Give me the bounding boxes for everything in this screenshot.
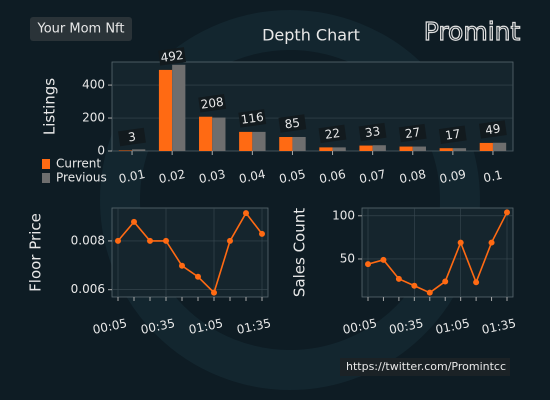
- line: [117, 211, 263, 295]
- data-label-box: [158, 47, 186, 66]
- footer-box: [340, 358, 510, 376]
- bar: [292, 136, 306, 151]
- bar: [212, 117, 226, 151]
- point: [211, 289, 217, 296]
- data-label-box: [478, 120, 507, 139]
- badge-box: [30, 17, 132, 41]
- y-tick-label: 0.008: [71, 233, 105, 247]
- y-tick-label: 400: [82, 78, 105, 92]
- x-tick-label: 0.01: [117, 167, 146, 186]
- legend-swatch: [42, 173, 50, 183]
- bar: [132, 149, 146, 151]
- bar: [372, 145, 386, 151]
- x-tick-label: 0.08: [398, 167, 427, 186]
- bar: [319, 147, 333, 151]
- data-label: 17: [444, 127, 461, 143]
- bar: [479, 142, 493, 151]
- legend-label: Previous: [56, 171, 107, 185]
- data-label-box: [278, 114, 307, 133]
- y-axis-label: Floor Price: [27, 213, 45, 292]
- legend-label: Current: [56, 157, 101, 171]
- x-tick-label: 0.02: [158, 167, 187, 186]
- data-label-box: [438, 125, 467, 144]
- bar: [399, 146, 413, 151]
- point: [411, 282, 418, 289]
- plot-area: [361, 207, 514, 298]
- point: [131, 218, 137, 225]
- point: [115, 237, 121, 244]
- y-axis-label: Listings: [41, 78, 59, 135]
- data-label-box: [358, 122, 387, 142]
- y-tick-label: 50: [340, 251, 355, 265]
- data-label: 27: [404, 125, 421, 141]
- data-label: 3: [127, 130, 137, 145]
- x-tick-label: 0.07: [358, 167, 387, 186]
- badge: Your Mom Nft: [36, 22, 124, 37]
- y-tick-label: 100: [332, 208, 355, 222]
- x-tick-label: 0.05: [278, 167, 307, 186]
- point: [147, 237, 153, 244]
- bar: [239, 131, 253, 151]
- bar: [359, 145, 373, 151]
- y-axis-label: Sales Count: [291, 208, 309, 297]
- logo: Promint: [424, 17, 521, 46]
- plot-area: [111, 207, 269, 298]
- point: [195, 273, 201, 280]
- point: [380, 256, 387, 263]
- bar: [332, 147, 346, 151]
- data-label: 492: [160, 48, 185, 65]
- point: [504, 209, 510, 216]
- data-label: 33: [364, 124, 381, 140]
- bar: [492, 142, 507, 151]
- point: [426, 289, 433, 296]
- bar: [439, 148, 453, 151]
- bar: [252, 131, 266, 151]
- x-tick-label: 0.04: [238, 167, 267, 186]
- x-tick-label: 0.06: [318, 167, 347, 186]
- point: [395, 275, 402, 282]
- data-label-box: [238, 109, 267, 128]
- point: [473, 279, 480, 286]
- data-label: 208: [200, 95, 225, 112]
- chart-title: Depth Chart: [262, 26, 360, 45]
- point: [365, 261, 371, 268]
- data-label-box: [198, 93, 227, 113]
- bar: [279, 136, 293, 151]
- footer-link: https://twitter.com/Promintcc: [346, 360, 506, 373]
- data-label-box: [118, 127, 146, 147]
- y-tick-label: 200: [82, 111, 105, 125]
- data-label-box: [398, 123, 427, 143]
- bar: [452, 148, 467, 151]
- bar: [172, 64, 186, 151]
- data-label: 22: [324, 126, 341, 142]
- line: [367, 211, 508, 294]
- x-tick-label: 0.1: [482, 168, 504, 186]
- data-label-box: [318, 124, 347, 144]
- point: [243, 210, 249, 217]
- data-label: 116: [240, 110, 265, 127]
- x-tick-label: 0.03: [198, 167, 227, 186]
- point: [179, 262, 185, 269]
- bar: [199, 116, 213, 151]
- bar: [412, 146, 426, 151]
- point: [259, 230, 265, 237]
- point: [163, 237, 169, 244]
- y-tick-label: 0.006: [71, 282, 105, 296]
- y-tick-label: 0: [97, 144, 105, 158]
- x-tick-label: 0.09: [438, 167, 467, 186]
- point: [457, 239, 464, 246]
- data-label: 85: [284, 116, 301, 132]
- legend-swatch: [42, 159, 50, 169]
- data-label: 49: [484, 121, 501, 137]
- watermark: [100, 10, 480, 390]
- point: [488, 239, 495, 246]
- point: [227, 237, 233, 244]
- point: [442, 278, 449, 285]
- bar: [158, 69, 173, 151]
